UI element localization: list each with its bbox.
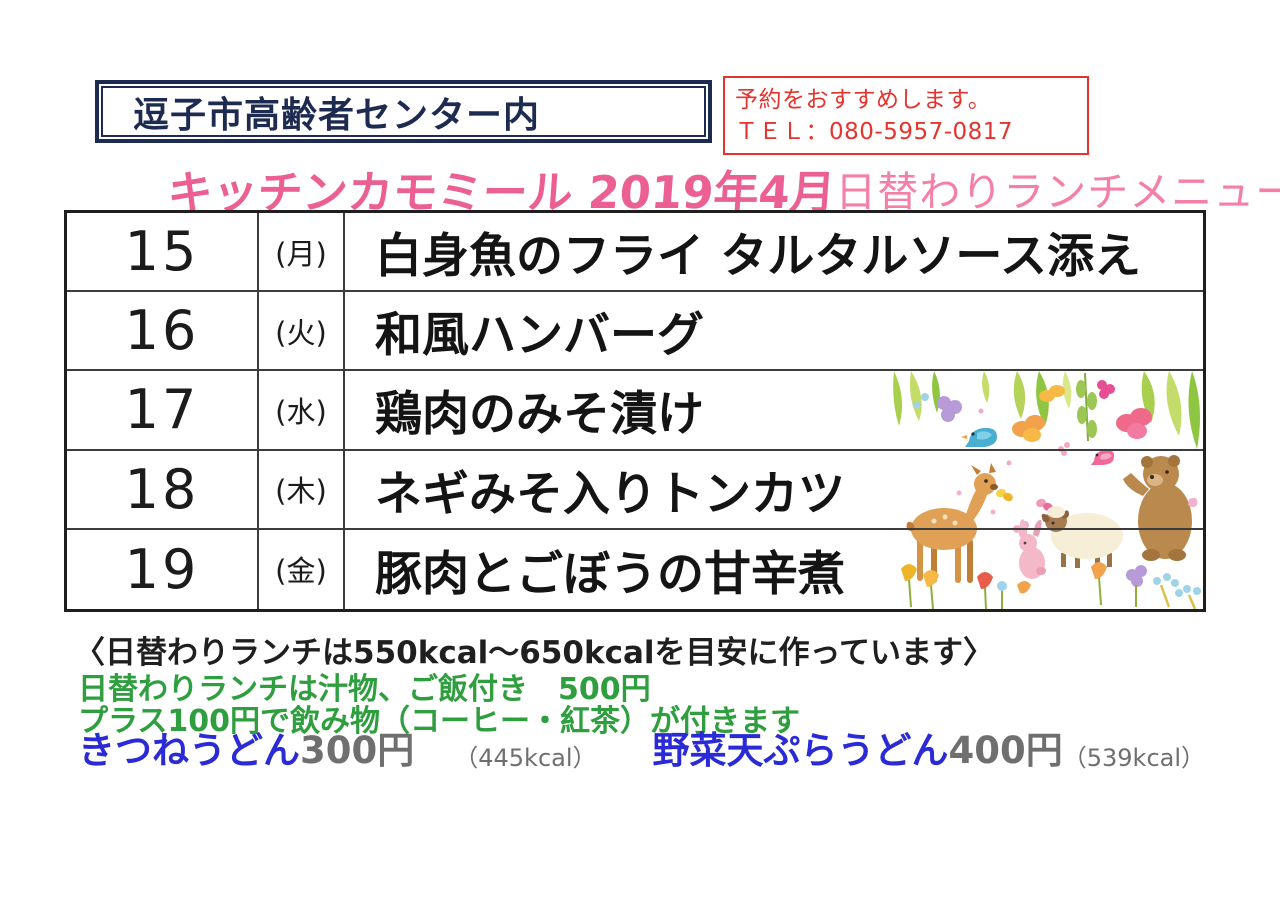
lunch-price-note: 日替わりランチは汁物、ご飯付き 500円: [78, 672, 651, 707]
garland-flowers-icon: [913, 380, 1152, 466]
table-cell-day: (月): [259, 213, 345, 293]
kitsune-udon-kcal: （445kcal）: [454, 743, 597, 772]
location-box-inner: 逗子市高齢者センター内: [101, 86, 706, 137]
table-cell-date: 19: [67, 529, 259, 609]
table-cell-dish: ネギみそ入りトンカツ: [345, 451, 1203, 530]
table-cell-date: 15: [67, 213, 259, 293]
table-cell-dish: 豚肉とごぼうの甘辛煮: [375, 546, 845, 602]
bottom-flowers-icon: [901, 562, 1201, 610]
kitsune-udon-price: 300円: [300, 729, 415, 772]
table-cell-date: 17: [67, 371, 259, 451]
spring-illustration: [889, 371, 1206, 610]
tempura-udon-kcal: （539kcal）: [1062, 743, 1206, 772]
table-cell-dish: 白身魚のフライ タルタルソース添え: [345, 213, 1203, 293]
reservation-phone: ＴＥＬ：080-5957-0817: [735, 118, 1014, 145]
table-cell-day: (水): [259, 371, 345, 451]
tempura-udon-price: 400円: [948, 729, 1063, 772]
kitsune-udon-name: きつねうどん: [78, 729, 300, 772]
location-box: 逗子市高齢者センター内: [95, 80, 712, 143]
table-cell-dish: 和風ハンバーグ: [345, 292, 1203, 372]
daily-lunch-table: 15 (月) 白身魚のフライ タルタルソース添え 16 (火) 和風ハンバーグ …: [64, 210, 1206, 612]
table-cell-date: 18: [67, 450, 259, 530]
spring-illustration-svg: [893, 371, 1201, 610]
table-cell-dish: 鶏肉のみそ漬け: [345, 371, 1203, 451]
butterfly-yellow-icon: [996, 488, 1013, 502]
drink-option-note: プラス100円で飲み物（コーヒー・紅茶）が付きます: [78, 704, 801, 739]
reservation-note: 予約をおすすめします。: [735, 87, 992, 113]
title-menu-label: 日替わりランチメニュー: [835, 168, 1280, 216]
pink-bird-icon: [1091, 449, 1115, 465]
page-title: キッチンカモミール 2019年4月日替わりランチメニュー: [166, 156, 1280, 221]
table-cell-date: 16: [67, 292, 259, 372]
reservation-box: 予約をおすすめします。 ＴＥＬ：080-5957-0817: [723, 76, 1089, 155]
leaf-garland-icon: [893, 371, 1201, 449]
bear-icon: [1123, 455, 1198, 561]
table-cell-day: (木): [259, 450, 345, 530]
bluebird-icon: [961, 427, 997, 447]
location-title: 逗子市高齢者センター内: [133, 94, 541, 136]
tempura-udon-name: 野菜天ぷらうどん: [652, 729, 949, 772]
rabbit-icon: [1019, 519, 1046, 579]
table-cell-day: (火): [259, 292, 345, 372]
sheep-icon: [1041, 506, 1123, 568]
table-cell-day: (金): [259, 529, 345, 609]
udon-price-line: きつねうどん 300円 （445kcal） 野菜天ぷらうどん 400円 （539…: [78, 729, 1205, 773]
calorie-guideline-note: 〈日替わりランチは550kcal～650kcalを目安に作っています〉: [74, 635, 994, 671]
